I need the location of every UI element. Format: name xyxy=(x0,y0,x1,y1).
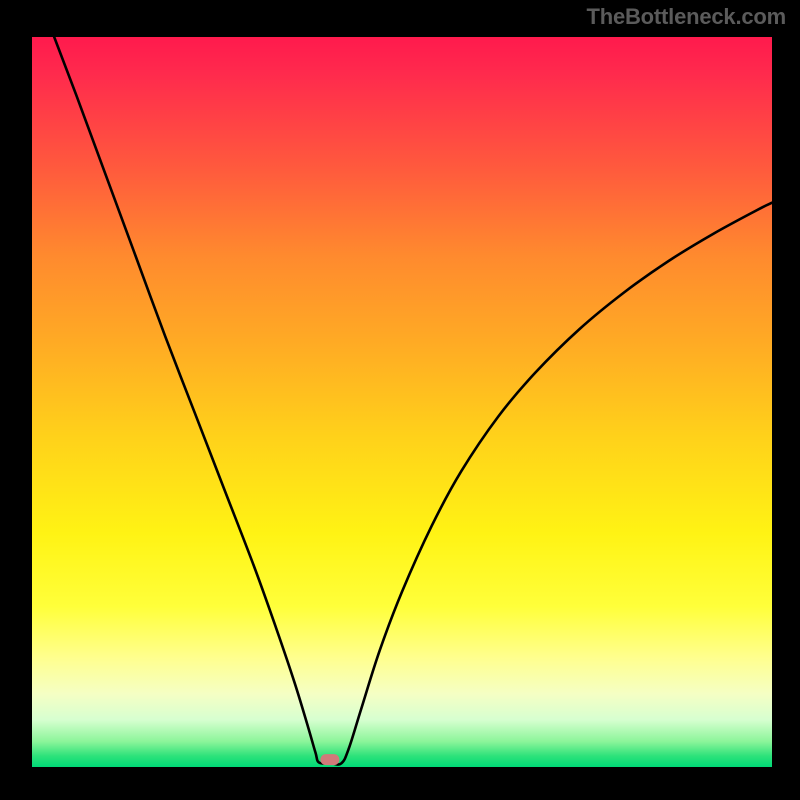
plot-area xyxy=(32,37,772,767)
curve-path xyxy=(54,37,772,765)
optimum-marker xyxy=(321,754,340,766)
watermark-text: TheBottleneck.com xyxy=(586,4,786,30)
bottleneck-curve xyxy=(32,37,772,767)
plot-outer xyxy=(4,37,796,797)
